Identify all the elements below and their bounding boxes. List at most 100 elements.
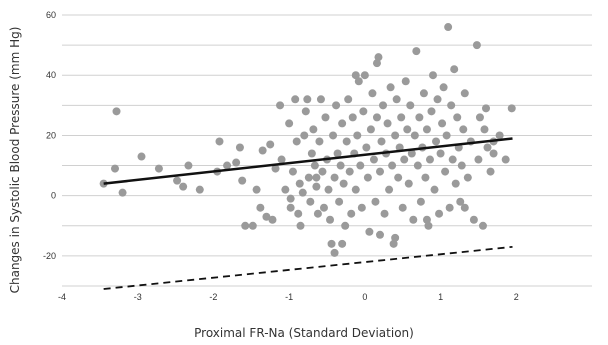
data-point <box>137 152 146 161</box>
data-point <box>401 77 410 86</box>
data-point <box>412 47 421 56</box>
data-point <box>313 209 322 218</box>
data-point <box>327 239 336 248</box>
data-point <box>439 83 448 92</box>
x-tick-label: -1 <box>285 292 293 302</box>
data-point <box>292 137 301 146</box>
data-point <box>389 239 398 248</box>
data-point <box>303 95 312 104</box>
data-point <box>425 155 434 164</box>
data-point <box>318 167 327 176</box>
data-point <box>319 203 328 212</box>
data-point <box>330 173 339 182</box>
data-point <box>252 185 261 194</box>
data-point <box>404 179 413 188</box>
data-point <box>179 182 188 191</box>
data-point <box>286 194 295 203</box>
data-point <box>329 131 338 140</box>
data-point <box>475 113 484 122</box>
data-point <box>112 107 121 116</box>
data-point <box>469 215 478 224</box>
data-point <box>365 227 374 236</box>
data-point <box>368 89 377 98</box>
data-point <box>507 104 516 113</box>
data-point <box>453 113 462 122</box>
data-point <box>338 119 347 128</box>
data-point <box>321 113 330 122</box>
data-point <box>407 149 416 158</box>
data-point <box>429 71 437 80</box>
gridlines <box>62 14 592 287</box>
y-axis-ticks: -20 0 20 40 60 <box>43 10 56 261</box>
data-point <box>398 203 407 212</box>
data-point <box>444 23 453 32</box>
data-point <box>374 53 383 62</box>
data-point <box>379 101 388 110</box>
data-point <box>359 107 368 116</box>
data-point <box>413 161 422 170</box>
data-point <box>422 215 431 224</box>
y-tick-label: 20 <box>46 130 56 140</box>
data-point <box>394 173 403 182</box>
data-point <box>442 131 451 140</box>
data-point <box>385 185 394 194</box>
data-point <box>456 197 465 206</box>
data-point <box>489 149 498 158</box>
x-axis-title: Proximal FR-Na (Standard Deviation) <box>194 326 414 340</box>
data-point <box>376 167 384 176</box>
y-tick-label: -20 <box>43 251 56 261</box>
data-point <box>310 161 319 170</box>
x-axis-ticks: -4 -3 -2 -1 0 1 2 <box>58 292 519 302</box>
data-point <box>238 176 247 185</box>
data-point <box>336 161 345 170</box>
data-point <box>300 131 309 140</box>
data-point <box>295 179 304 188</box>
data-point <box>427 107 436 116</box>
data-point <box>372 59 381 68</box>
data-point <box>362 143 371 152</box>
data-point <box>438 119 447 128</box>
data-point <box>232 158 241 167</box>
data-point <box>459 125 468 134</box>
data-point <box>447 101 456 110</box>
data-point <box>306 197 315 206</box>
data-point <box>451 179 460 188</box>
data-point <box>388 161 397 170</box>
data-point <box>271 164 280 173</box>
data-point <box>173 176 182 185</box>
data-point <box>288 167 297 176</box>
data-point <box>241 221 250 230</box>
data-point <box>345 167 354 176</box>
dashed-reference-line <box>103 245 513 290</box>
data-point <box>457 161 466 170</box>
data-point <box>501 155 510 164</box>
x-tick-label: 2 <box>514 292 519 302</box>
data-point <box>338 239 347 248</box>
data-point <box>223 161 232 170</box>
data-point <box>335 197 344 206</box>
data-point <box>383 119 392 128</box>
data-point <box>463 173 472 182</box>
data-point <box>436 149 445 158</box>
data-point <box>397 113 406 122</box>
data-point <box>296 221 305 230</box>
data-point <box>294 209 303 218</box>
data-point <box>307 149 316 158</box>
data-point <box>441 167 450 176</box>
x-tick-label: -2 <box>209 292 217 302</box>
data-point <box>258 146 267 155</box>
data-point <box>118 188 127 197</box>
data-point <box>380 209 389 218</box>
data-point <box>432 137 441 146</box>
data-point <box>422 125 431 134</box>
data-point <box>324 185 333 194</box>
y-axis-title: Changes in Systolic Blood Pressure (mm H… <box>8 27 22 294</box>
data-point <box>353 131 362 140</box>
data-point <box>281 185 290 194</box>
data-point <box>286 203 295 212</box>
y-tick-label: 0 <box>51 191 56 201</box>
data-point <box>424 221 433 230</box>
data-point <box>392 95 401 104</box>
data-point <box>291 95 300 104</box>
